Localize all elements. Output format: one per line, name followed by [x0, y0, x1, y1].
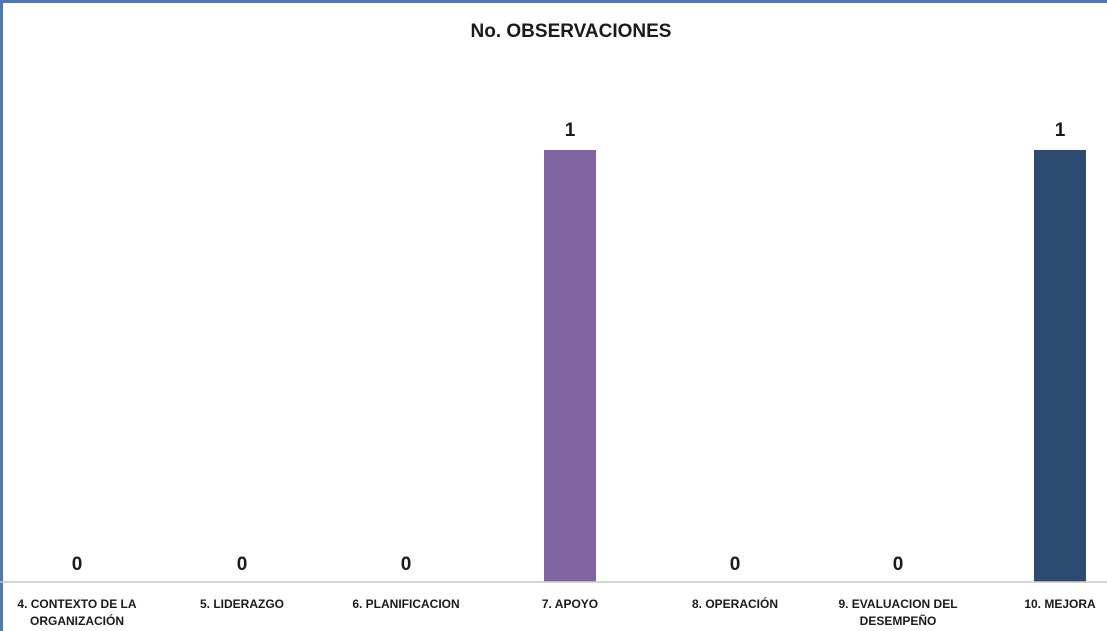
bar-7 [1034, 150, 1086, 582]
data-label-5: 0 [730, 554, 741, 575]
x-tick-label-6: 9. EVALUACION DEL DESEMPEÑO [838, 597, 957, 628]
data-label-1: 0 [72, 554, 83, 575]
data-label-7: 1 [1055, 120, 1066, 141]
chart-title: No. OBSERVACIONES [471, 21, 672, 42]
bar-4 [544, 150, 596, 582]
x-tick-label-3: 6. PLANIFICACION [352, 597, 459, 611]
x-tick-labels-layer: 4. CONTEXTO DE LA ORGANIZACIÓN 5. LIDERAZG… [17, 596, 1096, 628]
x-tick-label-1: 4. CONTEXTO DE LA ORGANIZACIÓN [17, 597, 136, 628]
x-tick-label-2: 5. LIDERAZGO [200, 597, 284, 611]
bars-layer [544, 150, 1086, 582]
x-tick-label-4: 7. APOYO [542, 597, 598, 611]
data-labels-layer: 0 0 0 1 0 0 1 [72, 120, 1066, 575]
data-label-4: 1 [565, 120, 576, 141]
data-label-2: 0 [237, 554, 248, 575]
data-label-3: 0 [401, 554, 412, 575]
data-label-6: 0 [893, 554, 904, 575]
x-tick-label-5: 8. OPERACIÓN [692, 596, 778, 611]
x-tick-label-7: 10. MEJORA [1024, 597, 1096, 611]
